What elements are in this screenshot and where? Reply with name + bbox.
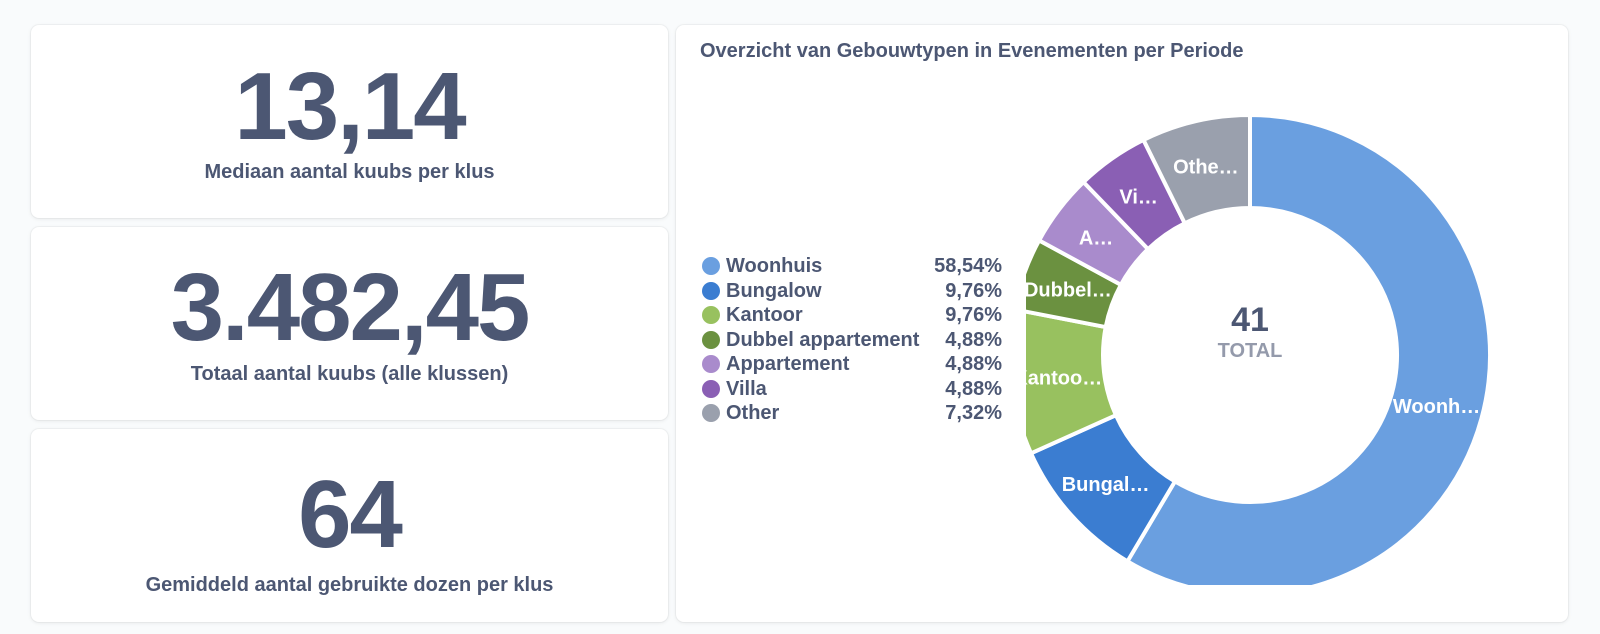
legend-dot bbox=[702, 355, 720, 373]
legend-percentage: 4,88% bbox=[945, 377, 1002, 400]
legend-label: Dubbel appartement bbox=[726, 328, 920, 351]
legend-label: Woonhuis bbox=[726, 255, 823, 277]
legend-percentage: 9,76% bbox=[945, 279, 1002, 302]
legend-dot bbox=[702, 404, 720, 422]
legend-item-other[interactable]: Other 7,32% bbox=[702, 401, 1002, 426]
chart-title[interactable]: Overzicht van Gebouwtypen in Evenementen… bbox=[700, 40, 1244, 62]
donut-slice-label: Kantoo… bbox=[1026, 367, 1102, 389]
legend-item-dubbel-appartement[interactable]: Dubbel appartement 4,88% bbox=[702, 328, 1002, 353]
legend-percentage: 58,54% bbox=[934, 255, 1002, 277]
scalar-title[interactable]: Totaal aantal kuubs (alle klussen) bbox=[190, 363, 509, 385]
scalar-value: 13,14 bbox=[234, 53, 466, 160]
donut-slice-label: Bungal… bbox=[1062, 474, 1150, 496]
donut-slice-label: Woonh… bbox=[1393, 396, 1480, 418]
legend-dot bbox=[702, 306, 720, 324]
legend-percentage: 7,32% bbox=[945, 402, 1002, 424]
legend-item-bungalow[interactable]: Bungalow 9,76% bbox=[702, 279, 1002, 304]
donut-slice-label: Dubbel… bbox=[1026, 280, 1112, 302]
legend-item-kantoor[interactable]: Kantoor 9,76% bbox=[702, 303, 1002, 328]
donut-slice-label: Vi… bbox=[1119, 187, 1158, 209]
donut-center-label: TOTAL bbox=[1218, 340, 1283, 362]
legend-label: Bungalow bbox=[726, 279, 822, 302]
legend-dot bbox=[702, 330, 720, 349]
legend-dot bbox=[702, 257, 720, 275]
legend-dot bbox=[702, 379, 720, 398]
legend-item-villa[interactable]: Villa 4,88% bbox=[702, 377, 1002, 402]
donut-slice-kantoor[interactable] bbox=[1026, 309, 1119, 456]
chart-legend: Woonhuis 58,54% Bungalow 9,76% Kantoor 9… bbox=[702, 254, 1002, 426]
donut-chart-card[interactable]: Overzicht van Gebouwtypen in Evenementen… bbox=[676, 25, 1568, 622]
legend-label: Kantoor bbox=[726, 304, 803, 326]
scalar-title[interactable]: Gemiddeld aantal gebruikte dozen per klu… bbox=[145, 574, 554, 596]
legend-percentage: 4,88% bbox=[945, 328, 1002, 351]
donut-center-total: 41 bbox=[1231, 301, 1269, 339]
legend-item-appartement[interactable]: Appartement 4,88% bbox=[702, 352, 1002, 377]
scalar-card-median-kuubs[interactable]: 13,14 Mediaan aantal kuubs per klus bbox=[31, 25, 668, 218]
legend-percentage: 9,76% bbox=[945, 304, 1002, 326]
donut-slice-other[interactable] bbox=[1140, 112, 1252, 226]
legend-label: Appartement bbox=[726, 353, 850, 375]
scalar-value: 64 bbox=[298, 461, 403, 568]
donut-slice-woonhuis[interactable] bbox=[1124, 112, 1492, 585]
donut-slice-label: Othe… bbox=[1173, 157, 1239, 179]
scalar-title[interactable]: Mediaan aantal kuubs per klus bbox=[204, 161, 495, 183]
legend-dot bbox=[702, 281, 720, 300]
donut-chart: Woonh… Bungal… Kantoo… Dubbel… A… Vi… Othe… 41… bbox=[1026, 112, 1492, 585]
legend-label: Villa bbox=[726, 377, 767, 400]
scalar-card-total-kuubs[interactable]: 3.482,45 Totaal aantal kuubs (alle kluss… bbox=[31, 227, 668, 420]
legend-label: Other bbox=[726, 402, 780, 424]
legend-item-woonhuis[interactable]: Woonhuis 58,54% bbox=[702, 254, 1002, 279]
scalar-card-avg-dozen[interactable]: 64 Gemiddeld aantal gebruikte dozen per … bbox=[31, 429, 668, 622]
legend-percentage: 4,88% bbox=[945, 353, 1002, 375]
donut-slice-label: A… bbox=[1079, 228, 1113, 250]
scalar-value: 3.482,45 bbox=[170, 254, 531, 361]
